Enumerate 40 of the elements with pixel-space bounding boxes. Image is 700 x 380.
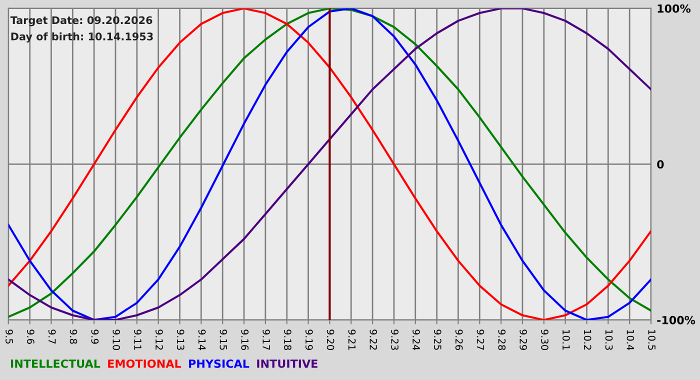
x-tick-label: 9.10	[112, 330, 120, 350]
x-tick-label: 9.30	[541, 330, 548, 350]
x-tick-label: 10.4	[626, 330, 634, 350]
x-tick-label: 9.9	[91, 330, 99, 344]
x-tick-label: 10.1	[562, 330, 570, 350]
annotation: Day of birth: 10.14.1953	[11, 32, 153, 43]
x-tick-label: 9.28	[498, 330, 506, 350]
text: INTUITIVE	[257, 360, 318, 368]
x-tick-label: 9.20	[326, 330, 334, 350]
x-tick-label: 9.6	[27, 330, 34, 344]
x-tick-label: 9.29	[520, 330, 528, 350]
text: INTELLECTUAL	[11, 359, 100, 368]
x-tick-label: 9.19	[305, 330, 313, 350]
text: PHYSICAL	[189, 359, 250, 368]
x-tick-label: 9.11	[134, 330, 142, 350]
x-tick-label: 9.16	[241, 330, 249, 350]
x-tick-label: 9.26	[455, 330, 463, 350]
x-tick-label: 9.7	[48, 330, 56, 344]
x-tick-label: 10.5	[648, 330, 656, 350]
x-tick-label: 9.17	[262, 330, 270, 350]
annotation: Target Date: 09.20.2026	[10, 16, 152, 26]
x-tick-label: 9.22	[370, 330, 378, 350]
x-tick-label: 9.18	[284, 330, 292, 350]
x-tick-label: 10.3	[605, 330, 613, 350]
x-tick-label: 9.24	[412, 330, 420, 350]
x-tick-label: 9.15	[220, 330, 228, 350]
x-tick-label: 9.25	[434, 330, 442, 350]
y-tick-label: -100%	[657, 316, 696, 324]
x-tick-label: 9.12	[156, 330, 163, 350]
text: EMOTIONAL	[108, 359, 182, 368]
y-tick-label: 0	[657, 160, 664, 169]
x-tick-label: 9.23	[391, 330, 398, 350]
x-tick-label: 9.5	[6, 330, 13, 344]
y-tick-label: 100%	[658, 4, 691, 13]
x-tick-label: 9.21	[348, 330, 356, 350]
x-tick-label: 9.14	[198, 330, 206, 350]
x-tick-label: 10.2	[584, 330, 592, 350]
x-tick-label: 9.13	[176, 330, 184, 350]
x-tick-label: 9.8	[70, 330, 78, 344]
x-tick-label: 9.27	[476, 330, 484, 350]
